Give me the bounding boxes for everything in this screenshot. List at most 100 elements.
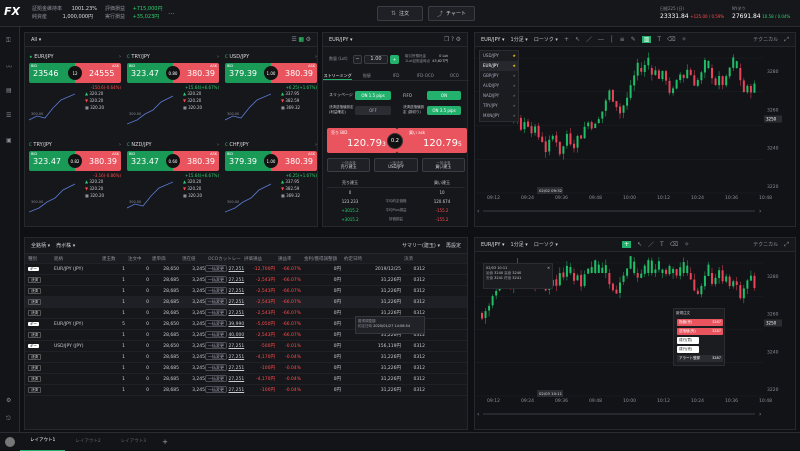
quantity-increase-button[interactable]: + [390, 54, 399, 64]
column-header[interactable]: 建単価 [152, 256, 166, 262]
table-row[interactable]: 決済 1 0 28,685 3,245 一括変更 27,251 -4,170円 … [25, 352, 467, 363]
rate-tile[interactable]: C TRY/JPY › BID 323.47 ASK 380.39 0.82 -… [29, 141, 121, 225]
column-header[interactable]: 注文中 [128, 256, 142, 262]
table-row[interactable]: ギー USD/JPY (JPY) 1 0 28,650 3,245 一括変更 2… [25, 341, 467, 352]
bid-button[interactable]: BID 23546 [29, 63, 75, 83]
pair-option[interactable]: MXN/JPY ★ [480, 111, 518, 121]
column-header[interactable]: 評価損益 [244, 256, 262, 262]
order-button[interactable]: ⇅ 注文 [377, 6, 423, 21]
timeframe-select[interactable]: 1分足 ▾ [510, 37, 528, 43]
settings-icon[interactable]: ⚙ [6, 397, 12, 404]
settle-button[interactable]: 決済 [28, 386, 41, 393]
text-tool-icon[interactable]: T [657, 36, 662, 43]
settle-button[interactable]: 決済 [28, 375, 41, 382]
layout-tab[interactable]: レイアウト1 [20, 432, 66, 451]
oco-change-button[interactable]: 一括変更 [205, 309, 227, 316]
list-icon[interactable]: ☰ [6, 112, 12, 119]
expand-icon[interactable]: ⤢ [784, 240, 789, 248]
table-row[interactable]: 決済 1 0 28,685 3,245 一括変更 27,251 -2,543円 … [25, 308, 467, 319]
reset-button[interactable]: 再設定 [445, 243, 461, 249]
technical-button[interactable]: テクニカル [753, 242, 779, 248]
bid-button[interactable]: BID 323.47 [127, 151, 173, 171]
oco-change-button[interactable]: 一括変更 [205, 386, 227, 393]
table-row[interactable]: 決済 1 0 28,685 3,245 一括変更 27,251 -2,543円 … [25, 275, 467, 286]
settle-button[interactable]: 決済 [28, 287, 41, 294]
ask-button[interactable]: ASK 380.39 [173, 151, 219, 171]
oco-change-button[interactable]: 一括変更 [205, 353, 227, 360]
symbol-filter[interactable]: 全銘柄 ▾ [31, 243, 51, 249]
table-row[interactable]: ギー EUR/JPY (JPY) 1 0 28,650 3,245 一括変更 2… [25, 264, 467, 275]
line-tool-icon[interactable]: ／ [648, 242, 655, 249]
order-tab[interactable]: 指値 [362, 73, 371, 78]
quick-order-item[interactable]: 成行(買) [677, 337, 699, 344]
oco-change-button[interactable]: 一括変更 [205, 287, 227, 294]
table-row[interactable]: 決済 1 0 28,685 3,245 一括変更 40,000 -2,543円 … [25, 330, 467, 341]
ask-button[interactable]: ASK 380.39 [75, 151, 121, 171]
bid-button[interactable]: BID 379.39 [225, 63, 271, 83]
chart-pair-select[interactable]: EUR/JPY ▾ [481, 36, 505, 43]
expand-icon[interactable]: ⤢ [784, 35, 789, 43]
add-layout-button[interactable]: + [162, 437, 168, 446]
quick-order-item[interactable]: 成行(売) [677, 346, 699, 353]
chart-pair-select[interactable]: EUR/JPY ▾ [481, 241, 505, 248]
rate-tile[interactable]: C USD/JPY › BID 379.39 ASK 380.39 1.00 +… [225, 53, 317, 137]
line-tool-icon[interactable]: ／ [586, 37, 593, 44]
pair-option[interactable]: NAD/JPY ★ [480, 91, 518, 101]
settle-button[interactable]: 決済 [28, 364, 41, 371]
horizontal-line-icon[interactable]: ― [598, 36, 605, 43]
column-header[interactable]: 建玉数 [102, 256, 116, 262]
logout-icon[interactable]: ⎋ [6, 415, 11, 422]
settings-icon[interactable]: ⚙ [455, 36, 461, 43]
layout-tab[interactable]: レイアウト3 [120, 438, 147, 444]
oco-change-button[interactable]: 一括変更 [205, 265, 227, 272]
chart-button[interactable]: ⤴ チャート [428, 6, 475, 21]
document-icon[interactable]: ▤ [6, 87, 12, 94]
pair-option[interactable]: GBP/JPY ★ [480, 71, 518, 81]
lock-icon[interactable]: ⚿ [6, 37, 11, 44]
grid-view-icon[interactable]: ▦ [298, 36, 305, 43]
column-header[interactable]: 約定日時 [344, 256, 362, 262]
chevron-right-icon[interactable]: › [217, 54, 219, 60]
vertical-line-icon[interactable]: │ [610, 36, 614, 43]
oco-change-button[interactable]: 一括変更 [205, 331, 227, 338]
more-icon[interactable]: … [168, 8, 175, 16]
oco-change-button[interactable]: 一括変更 [205, 276, 227, 283]
magic-icon[interactable]: ✧ [684, 241, 690, 248]
settle-button[interactable]: 決済 [28, 298, 41, 305]
bid-button[interactable]: BID 323.47 [127, 63, 173, 83]
quantity-input[interactable]: 1.00 [364, 54, 388, 64]
order-tab[interactable]: IFD [392, 73, 400, 78]
indicator-icon[interactable]: ▥ [641, 36, 652, 43]
settle-button[interactable]: ギー [28, 266, 39, 271]
rate-tile[interactable]: C TRY/JPY › BID 323.47 ASK 380.39 0.80 +… [127, 53, 219, 137]
slippage-toggle[interactable]: ON 1.5 pips [355, 90, 391, 100]
table-row[interactable]: 決済 1 0 28,685 3,245 一括変更 27,251 -4,170円 … [25, 374, 467, 385]
text-tool-icon[interactable]: T [660, 241, 664, 248]
table-row[interactable]: 決済 1 0 28,685 3,245 一括変更 27,251 -2,543円 … [25, 297, 467, 308]
order-pair-select[interactable]: EUR/JPY ▾ [329, 36, 353, 43]
column-header[interactable]: 種別 [28, 256, 37, 262]
settle-button[interactable]: 決済 [28, 276, 41, 283]
order-tab[interactable]: ストリーミング [323, 70, 353, 80]
crosshair-icon[interactable]: + [621, 241, 631, 248]
pair-option[interactable]: USD/JPY ★ [480, 51, 518, 61]
settle-button[interactable]: 決済 [28, 309, 41, 316]
trend-icon[interactable]: 〰 [6, 64, 13, 71]
timeframe-select[interactable]: 1分足 ▾ [510, 242, 528, 248]
money-icon[interactable]: ▣ [6, 137, 12, 144]
bulk-settle-button[interactable]: 一括決済 売り建玉 [327, 158, 371, 172]
help-icon[interactable]: ? [450, 36, 455, 43]
chevron-right-icon[interactable]: › [119, 142, 121, 148]
eraser-icon[interactable]: ⌫ [667, 36, 676, 43]
take-profit-toggle[interactable]: OFF [355, 105, 391, 115]
pair-dropdown[interactable]: USD/JPY ★ EUR/JPY ★ GBP/JPY ★ AUD/JPY ★ NAD/JPY ★… [479, 50, 519, 122]
bid-button[interactable]: BID 323.47 [29, 151, 75, 171]
eraser-icon[interactable]: ⌫ [669, 241, 679, 248]
buy-button[interactable]: 買い ask 120.795 [397, 128, 467, 153]
oco-change-button[interactable]: 一括変更 [205, 364, 227, 371]
column-header[interactable]: 銘柄 [54, 256, 63, 262]
crosshair-icon[interactable]: + [563, 36, 569, 43]
cursor-icon[interactable]: ↖ [574, 36, 581, 43]
table-row[interactable]: 決済 1 0 28,685 3,245 一括変更 27,251 -2,543円 … [25, 286, 467, 297]
quick-order-item[interactable]: 指値(売) 3287 [677, 319, 723, 326]
